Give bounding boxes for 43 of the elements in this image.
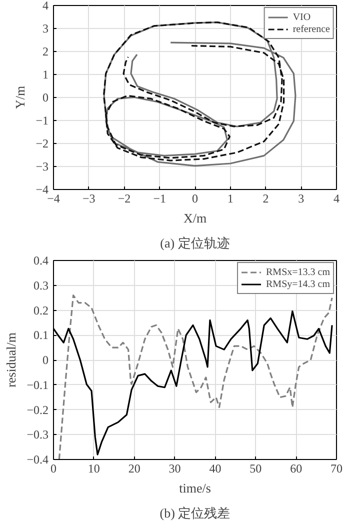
legend-label: reference — [292, 23, 330, 35]
y-axis-title: Y/m — [12, 86, 28, 110]
x-tick-label: −3 — [82, 192, 96, 206]
y-tick-label: −1 — [36, 114, 49, 128]
x-tick-label: 40 — [209, 462, 222, 476]
x-tick-label: −2 — [118, 192, 131, 206]
x-tick-label: 4 — [334, 192, 340, 206]
x-tick-label: −1 — [153, 192, 166, 206]
y-tick-label: 0 — [42, 353, 48, 367]
text: (a) 定位轨迹 — [160, 236, 230, 250]
y-tick-label: 0.2 — [34, 303, 48, 318]
text: (b) 定位残差 — [160, 506, 230, 520]
x-tick-label: 50 — [250, 462, 262, 476]
x-tick-label: 2 — [262, 192, 269, 206]
y-tick-label: −0.4 — [26, 452, 49, 466]
x-axis-title: time/s — [179, 480, 211, 496]
x-tick-label: 20 — [128, 462, 140, 476]
y-tick-label: −0.3 — [26, 428, 49, 442]
x-tick-label: 30 — [168, 462, 181, 476]
y-tick-label: −0.1 — [26, 378, 49, 392]
x-tick-label: 3 — [298, 192, 304, 206]
y-tick-label: 4 — [42, 0, 48, 12]
legend-label: RMSy=14.3 cm — [266, 278, 330, 290]
y-tick-label: 1 — [42, 68, 48, 82]
x-tick-label: 0 — [192, 192, 198, 206]
y-tick-label: 3 — [42, 22, 48, 36]
y-tick-label: 0.1 — [34, 328, 48, 342]
x-tick-label: 60 — [290, 462, 302, 476]
y-tick-label: −0.2 — [26, 402, 49, 417]
y-tick-label: 0.4 — [34, 254, 48, 268]
x-tick-label: 70 — [330, 462, 342, 476]
y-tick-label: 0 — [42, 90, 48, 104]
legend-label: VIO — [292, 11, 312, 23]
x-tick-label: 1 — [227, 192, 234, 206]
legend-label: RMSx=13.3 cm — [266, 266, 330, 278]
y-tick-label: −2 — [36, 136, 49, 150]
x-axis-title: X/m — [183, 210, 207, 226]
y-tick-label: −4 — [36, 182, 49, 196]
y-tick-label: 2 — [42, 44, 48, 58]
x-tick-label: 10 — [88, 462, 100, 476]
y-tick-label: 0.3 — [34, 278, 48, 292]
y-tick-label: −3 — [36, 160, 49, 174]
y-axis-title: residual/m — [4, 332, 19, 388]
